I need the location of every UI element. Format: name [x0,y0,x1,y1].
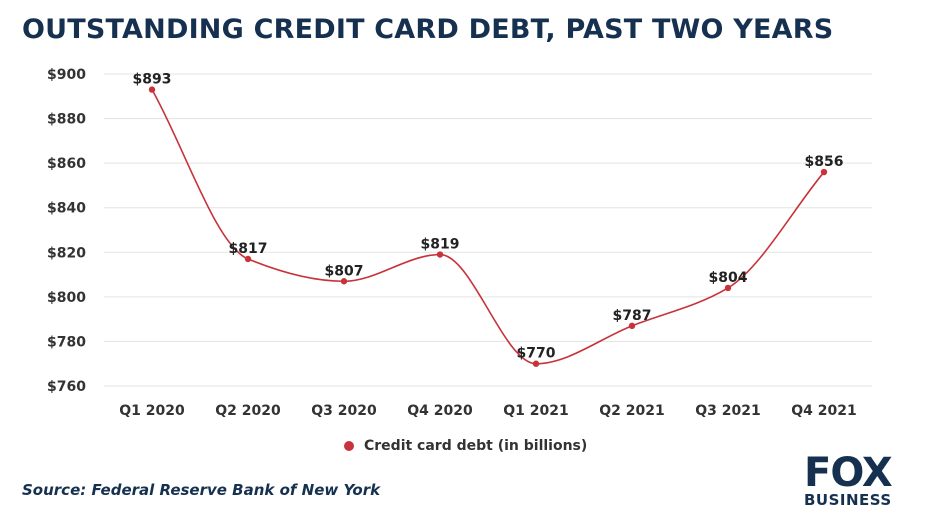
data-point [436,251,444,258]
y-axis-ticks: $760 $780 $800 $820 $840 $860 $880 $900 [47,67,86,395]
x-tick-label: Q1 2021 [503,403,568,419]
x-tick-label: Q4 2021 [791,403,856,419]
data-label: $819 [421,237,460,253]
logo-fox-text: FOX [804,450,893,496]
x-tick-label: Q3 2021 [695,403,760,419]
y-tick-label: $760 [47,379,86,395]
x-tick-label: Q2 2020 [215,403,281,419]
chart-title: OUTSTANDING CREDIT CARD DEBT, PAST TWO Y… [22,14,834,45]
data-point [820,168,828,176]
grid-lines [104,73,872,387]
data-label: $770 [517,346,556,362]
x-tick-label: Q4 2020 [407,403,473,419]
data-label: $807 [325,263,364,279]
logo-business-text: BUSINESS [804,491,892,509]
x-axis-ticks: Q1 2020 Q2 2020 Q3 2020 Q4 2020 Q1 2021 Q2 20… [119,403,856,419]
y-tick-label: $820 [47,245,86,261]
data-label: $893 [133,72,172,88]
data-labels: $893 $817 $807 $819 $770 $787 $804 $856 [133,72,844,362]
x-tick-label: Q2 2021 [599,403,664,419]
legend: Credit card debt (in billions) [344,438,587,454]
legend-label: Credit card debt (in billions) [364,438,588,454]
y-tick-label: $860 [47,156,86,172]
data-label: $804 [709,270,748,286]
y-tick-label: $880 [47,112,86,128]
data-label: $817 [229,241,268,257]
data-point [532,360,540,367]
y-tick-label: $900 [47,67,86,83]
legend-marker [344,441,354,451]
x-tick-label: Q3 2020 [311,403,377,419]
data-label: $787 [613,308,652,324]
y-tick-label: $780 [47,334,86,350]
data-point [628,322,636,330]
y-tick-label: $840 [47,201,86,217]
y-tick-label: $800 [47,290,86,306]
fox-business-logo: FOX BUSINESS [804,450,914,512]
data-points [148,86,828,367]
x-tick-label: Q1 2020 [119,403,185,419]
data-point [148,86,156,93]
source-note: Source: Federal Reserve Bank of New York [22,481,381,499]
data-point [724,284,732,292]
series-line [151,89,825,365]
data-label: $856 [805,154,844,170]
data-point [340,278,348,285]
data-point [244,255,252,263]
